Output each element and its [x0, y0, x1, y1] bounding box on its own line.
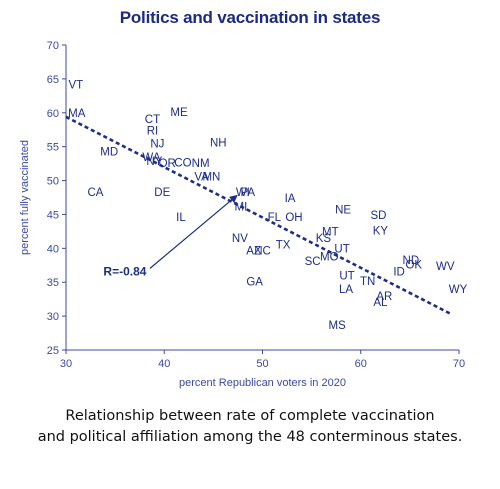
point-label: WV: [436, 261, 455, 273]
y-tick-label: 55: [47, 142, 59, 154]
x-tick-label: 60: [355, 358, 367, 370]
x-tick-label: 30: [60, 358, 72, 370]
point-label: MN: [202, 171, 220, 183]
chart-title: Politics and vaccination in states: [119, 8, 381, 27]
point-label: PA: [241, 187, 256, 199]
y-tick-label: 30: [47, 311, 59, 323]
point-label: ME: [170, 107, 188, 119]
point-label: ID: [393, 266, 405, 278]
y-tick-label: 40: [47, 243, 59, 255]
point-label: OK: [405, 260, 422, 272]
point-label: OR: [159, 158, 176, 170]
point-label: AL: [373, 297, 388, 309]
y-tick-label: 25: [47, 345, 59, 357]
point-label: MD: [100, 146, 118, 158]
y-tick-label: 50: [47, 176, 59, 188]
trendline-group: [65, 115, 452, 316]
point-label: ND: [403, 255, 420, 267]
point-label: IL: [176, 212, 186, 224]
point-label: CO: [174, 157, 191, 169]
point-label: UT: [339, 270, 354, 282]
point-label: RI: [147, 125, 159, 137]
point-label: NJ: [150, 138, 164, 150]
x-tick-label: 50: [256, 358, 268, 370]
y-tick-label: 35: [47, 277, 59, 289]
annotation-group: R=-0.84: [103, 194, 238, 278]
x-tick-label: 40: [158, 358, 170, 370]
trendline: [65, 115, 452, 316]
point-label: MT: [322, 226, 339, 238]
point-label: MO: [320, 251, 339, 263]
y-tick-label: 60: [47, 108, 59, 120]
y-tick-label: 65: [47, 74, 59, 86]
point-label: NC: [254, 245, 271, 257]
point-label: VA: [194, 171, 209, 183]
point-label: SC: [305, 256, 321, 268]
point-label: LA: [339, 284, 353, 296]
point-label: WI: [236, 187, 250, 199]
point-label: WA: [142, 152, 160, 164]
point-label: MA: [68, 108, 86, 120]
point-label: NV: [232, 233, 248, 245]
annotation-arrow: [149, 194, 238, 269]
point-label: MS: [329, 320, 347, 332]
caption-line-1: Relationship between rate of complete va…: [65, 408, 435, 424]
point-label: SD: [370, 210, 386, 222]
point-label: MI: [234, 201, 247, 213]
point-label: NM: [192, 158, 210, 170]
correlation-annotation: R=-0.84: [103, 264, 146, 278]
caption-line-2: and political affiliation among the 48 c…: [37, 429, 463, 445]
y-axis-label: percent fully vaccinated: [19, 140, 31, 255]
point-label: OH: [285, 212, 302, 224]
point-label: UT: [334, 243, 349, 255]
x-tick-label: 70: [453, 358, 465, 370]
y-tick-label: 70: [47, 40, 59, 52]
figure-caption: Relationship between rate of complete va…: [0, 406, 500, 448]
point-label: IA: [285, 193, 296, 205]
point-label: NY: [146, 156, 162, 168]
point-label: TX: [276, 239, 291, 251]
point-label: AR: [376, 291, 392, 303]
point-label: KY: [373, 226, 389, 238]
point-label: FL: [268, 212, 282, 224]
point-label: GA: [246, 277, 263, 289]
point-label: NH: [210, 138, 227, 150]
point-label: NE: [335, 205, 351, 217]
point-label: DE: [154, 187, 170, 199]
x-axis-label: percent Republican voters in 2020: [179, 377, 346, 389]
y-tick-label: 45: [47, 209, 59, 221]
point-label: TN: [360, 276, 375, 288]
point-label: CT: [145, 114, 160, 126]
point-label: CA: [87, 187, 103, 199]
point-label: AZ: [246, 245, 261, 257]
point-label: WY: [449, 284, 468, 296]
point-label: VT: [68, 79, 83, 91]
point-label: KS: [316, 233, 332, 245]
